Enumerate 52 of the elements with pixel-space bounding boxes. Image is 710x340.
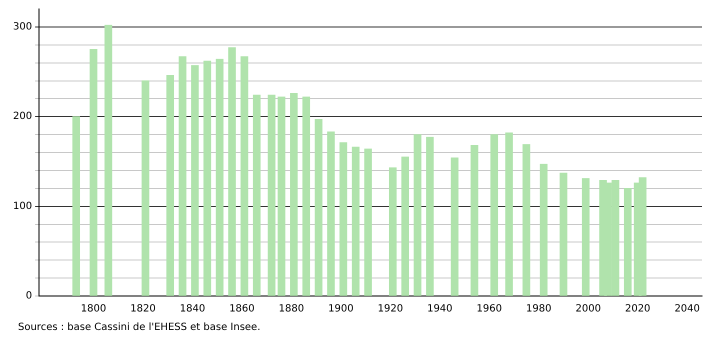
bar xyxy=(490,134,498,296)
x-tick-label: 1860 xyxy=(229,304,255,315)
bar xyxy=(426,136,434,296)
bar xyxy=(240,56,248,296)
bar xyxy=(166,75,174,296)
y-tick-label: 0 xyxy=(26,290,32,302)
x-tick-label: 1820 xyxy=(130,304,156,315)
bar xyxy=(72,116,80,296)
bar xyxy=(203,60,212,296)
bar xyxy=(401,156,410,296)
x-tick-label: 2020 xyxy=(624,304,650,315)
x-tick-label: 2000 xyxy=(575,304,601,315)
x-tick-label: 1960 xyxy=(476,304,502,315)
x-tick-label: 1840 xyxy=(180,304,206,315)
x-tick-label: 1880 xyxy=(278,304,304,315)
bar xyxy=(560,172,568,296)
bar xyxy=(90,49,98,296)
bar xyxy=(624,188,632,296)
x-tick-label: 1940 xyxy=(427,304,453,315)
bar xyxy=(364,148,372,296)
bar xyxy=(327,132,335,296)
bar xyxy=(178,56,186,296)
bar xyxy=(278,96,286,296)
x-tick-label: 2040 xyxy=(674,304,700,315)
bar xyxy=(540,164,548,296)
bar xyxy=(352,146,360,296)
y-tick-label: 300 xyxy=(12,22,32,33)
bar xyxy=(268,94,276,296)
source-note: Sources : base Cassini de l'EHESS et base Insee. xyxy=(18,322,260,333)
bar xyxy=(450,158,458,296)
bar xyxy=(104,24,112,296)
bar xyxy=(522,144,530,296)
bar xyxy=(414,134,422,296)
x-tick-label: 1900 xyxy=(328,304,354,315)
bar xyxy=(142,80,150,296)
bar xyxy=(582,178,590,296)
bar xyxy=(340,142,348,296)
bar xyxy=(302,96,310,296)
y-tick-label: 200 xyxy=(12,111,32,122)
x-tick-label: 1800 xyxy=(80,304,106,315)
bar xyxy=(388,167,397,296)
bar xyxy=(216,58,224,296)
y-tick-label: 100 xyxy=(12,200,32,212)
bar xyxy=(505,132,513,296)
bar xyxy=(290,92,298,296)
x-tick-label: 1920 xyxy=(378,304,404,315)
x-tick-label: 1980 xyxy=(526,304,552,315)
bar xyxy=(470,144,478,296)
bar xyxy=(228,47,236,296)
bar xyxy=(314,118,322,296)
bar xyxy=(191,65,199,296)
bar xyxy=(252,94,261,296)
